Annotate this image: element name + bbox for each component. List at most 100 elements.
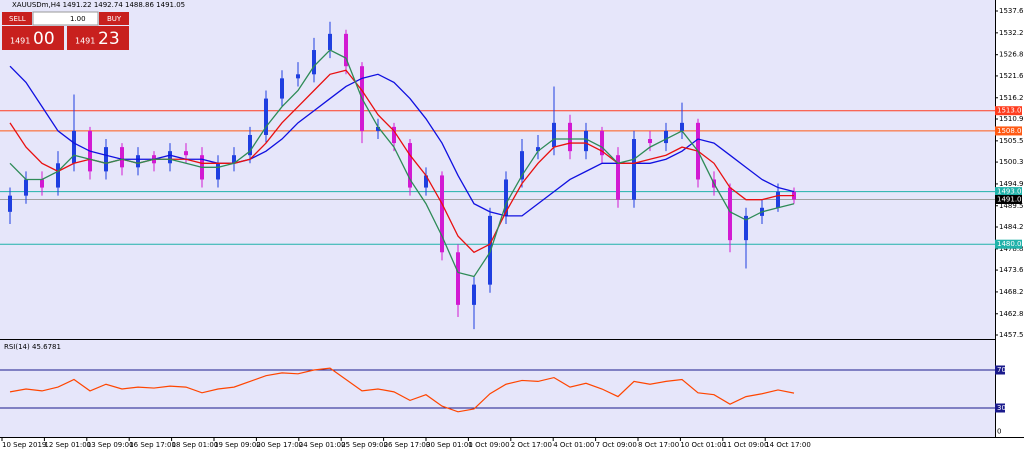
x-tick-label: 26 Sep 17:00 bbox=[384, 441, 431, 449]
x-tick-label: 7 Oct 09:00 bbox=[596, 441, 637, 449]
rsi-line bbox=[9, 367, 795, 413]
x-tick-label: 18 Sep 01:00 bbox=[172, 441, 219, 449]
level-tag bbox=[995, 126, 1022, 136]
buy-button[interactable] bbox=[99, 12, 129, 25]
rsi-name: RSI(14) bbox=[4, 343, 30, 351]
moving-average bbox=[9, 49, 795, 278]
candle-body bbox=[168, 151, 172, 164]
candle-body bbox=[296, 74, 300, 79]
level-tag bbox=[995, 239, 1022, 249]
x-tick-label: 12 Sep 01:00 bbox=[44, 441, 91, 449]
trade-panel: SELL 1.00 BUY 1491 00 1491 23 bbox=[2, 11, 129, 50]
x-tick-label: 13 Sep 09:00 bbox=[87, 441, 134, 449]
y-tick-label: 1505.55 bbox=[999, 137, 1024, 145]
candle-body bbox=[440, 175, 444, 253]
y-tick-label: 1462.80 bbox=[999, 310, 1024, 318]
candle-body bbox=[232, 155, 236, 164]
candle-body bbox=[344, 33, 348, 67]
candle-body bbox=[664, 130, 668, 144]
rsi-tick-tag bbox=[995, 365, 1005, 375]
x-tick-label: 14 Oct 17:00 bbox=[765, 441, 811, 449]
x-tick-label: 19 Sep 09:00 bbox=[214, 441, 261, 449]
candle-body bbox=[248, 134, 252, 156]
candle-body bbox=[216, 163, 220, 180]
plot-background bbox=[0, 0, 995, 437]
candle-body bbox=[184, 151, 188, 156]
candle-body bbox=[328, 33, 332, 51]
rsi-tick-label: 30 bbox=[997, 404, 1006, 412]
x-tick-label: 1 Oct 09:00 bbox=[468, 441, 509, 449]
x-tick-label: 16 Sep 17:00 bbox=[129, 441, 176, 449]
y-tick-label: 1537.65 bbox=[999, 7, 1024, 15]
level-label: 1480.00 bbox=[997, 240, 1024, 248]
current-price-label: 1491.05 bbox=[997, 195, 1024, 203]
x-tick-label: 4 Oct 01:00 bbox=[553, 441, 594, 449]
current-price-tag bbox=[995, 194, 1022, 204]
y-tick-label: 1510.95 bbox=[999, 115, 1024, 123]
y-tick-label: 1484.25 bbox=[999, 223, 1024, 231]
x-tick-label: 10 Oct 01:00 bbox=[680, 441, 726, 449]
candle-body bbox=[776, 191, 780, 208]
candle-body bbox=[472, 284, 476, 305]
candle-body bbox=[104, 147, 108, 172]
x-tick-label: 10 Sep 2019 bbox=[2, 441, 46, 449]
y-tick-label: 1468.20 bbox=[999, 288, 1024, 296]
rsi-tick-label: 0 bbox=[997, 428, 1001, 436]
candle-body bbox=[376, 126, 380, 131]
symbol-line: XAUUSDm,H4 1491.22 1492.74 1488.86 1491.… bbox=[12, 1, 185, 9]
y-tick-label: 1500.30 bbox=[999, 158, 1024, 166]
candle-body bbox=[632, 139, 636, 200]
y-tick-label: 1521.60 bbox=[999, 72, 1024, 80]
sell-label: SELL bbox=[9, 15, 26, 23]
sell-button[interactable] bbox=[2, 12, 32, 25]
level-label: 1513.00 bbox=[997, 107, 1024, 115]
buy-price-box[interactable] bbox=[67, 26, 129, 50]
candle-body bbox=[536, 147, 540, 152]
level-tag bbox=[995, 187, 1022, 197]
candle-body bbox=[120, 147, 124, 168]
x-tick-label: 2 Oct 17:00 bbox=[511, 441, 552, 449]
y-tick-label: 1478.85 bbox=[999, 245, 1024, 253]
buy-label: BUY bbox=[107, 15, 122, 23]
candle-body bbox=[40, 179, 44, 188]
x-tick-label: 24 Sep 01:00 bbox=[299, 441, 346, 449]
candle-body bbox=[72, 130, 76, 164]
lot-value: 1.00 bbox=[70, 15, 86, 23]
candle-body bbox=[312, 50, 316, 75]
x-tick-label: 8 Oct 17:00 bbox=[638, 441, 679, 449]
y-tick-label: 1473.60 bbox=[999, 266, 1024, 274]
candle-body bbox=[552, 122, 556, 148]
candle-body bbox=[56, 163, 60, 188]
candle-body bbox=[568, 122, 572, 152]
level-tag bbox=[995, 106, 1022, 116]
lot-input[interactable] bbox=[32, 11, 99, 26]
candle-body bbox=[408, 143, 412, 188]
candle-body bbox=[456, 252, 460, 305]
bid-small: 00 bbox=[33, 29, 55, 49]
rsi-title: RSI(14) 45.6781 bbox=[4, 343, 61, 351]
level-label: 1493.00 bbox=[997, 188, 1024, 196]
y-tick-label: 1457.55 bbox=[999, 331, 1024, 339]
candle-body bbox=[728, 187, 732, 241]
sell-price-box[interactable] bbox=[2, 26, 64, 50]
candle-body bbox=[616, 155, 620, 200]
candle-body bbox=[600, 130, 604, 156]
rsi-current: 45.6781 bbox=[32, 343, 61, 351]
candle-body bbox=[584, 130, 588, 152]
bid-big: 1491 bbox=[10, 37, 30, 46]
candle-body bbox=[648, 139, 652, 144]
y-tick-label: 1489.50 bbox=[999, 202, 1024, 210]
rsi-tick-label: 70 bbox=[997, 366, 1006, 374]
axis-background bbox=[995, 0, 1024, 452]
candle-body bbox=[504, 179, 508, 216]
candle-body bbox=[392, 126, 396, 144]
x-tick-label: 25 Sep 09:00 bbox=[341, 441, 388, 449]
level-label: 1508.00 bbox=[997, 127, 1024, 135]
moving-average bbox=[9, 65, 795, 217]
ask-big: 1491 bbox=[75, 37, 95, 46]
candle-body bbox=[136, 155, 140, 168]
ask-small: 23 bbox=[98, 29, 120, 49]
y-tick-label: 1494.90 bbox=[999, 180, 1024, 188]
y-tick-label: 1526.85 bbox=[999, 51, 1024, 59]
y-tick-label: 1532.25 bbox=[999, 29, 1024, 37]
